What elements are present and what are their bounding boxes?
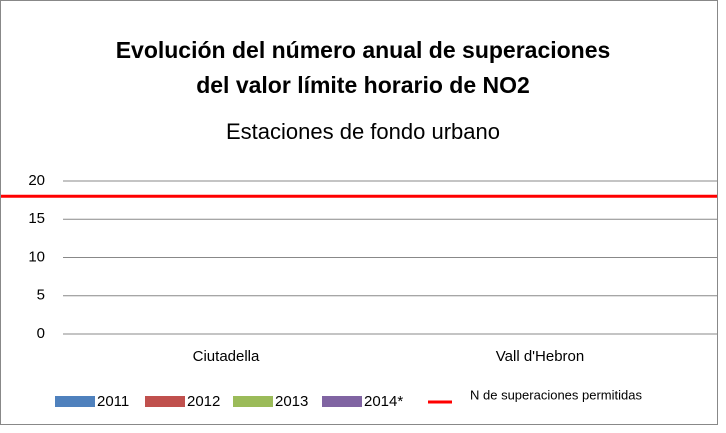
legend-label: 2012 [187,393,220,410]
y-tick-label: 5 [37,287,45,304]
legend-swatch [233,396,273,407]
chart-frame [0,0,718,425]
x-tick-label: Ciutadella [193,348,260,365]
chart-title: del valor límite horario de NO2 [196,72,530,98]
legend-swatch [55,396,95,407]
legend-label: 2014* [364,393,403,410]
legend-label: 2013 [275,393,308,410]
y-tick-label: 10 [28,248,45,265]
x-tick-label: Vall d'Hebron [496,348,584,365]
chart-title: Evolución del número anual de superacion… [116,37,611,63]
legend-label: 2011 [97,393,129,410]
legend-label: N de superaciones permitidas [470,387,642,402]
legend-swatch [145,396,185,407]
y-tick-label: 20 [28,172,45,189]
y-tick-label: 0 [37,325,45,342]
chart-subtitle: Estaciones de fondo urbano [226,119,500,144]
legend-swatch [322,396,362,407]
y-tick-label: 15 [28,210,45,227]
